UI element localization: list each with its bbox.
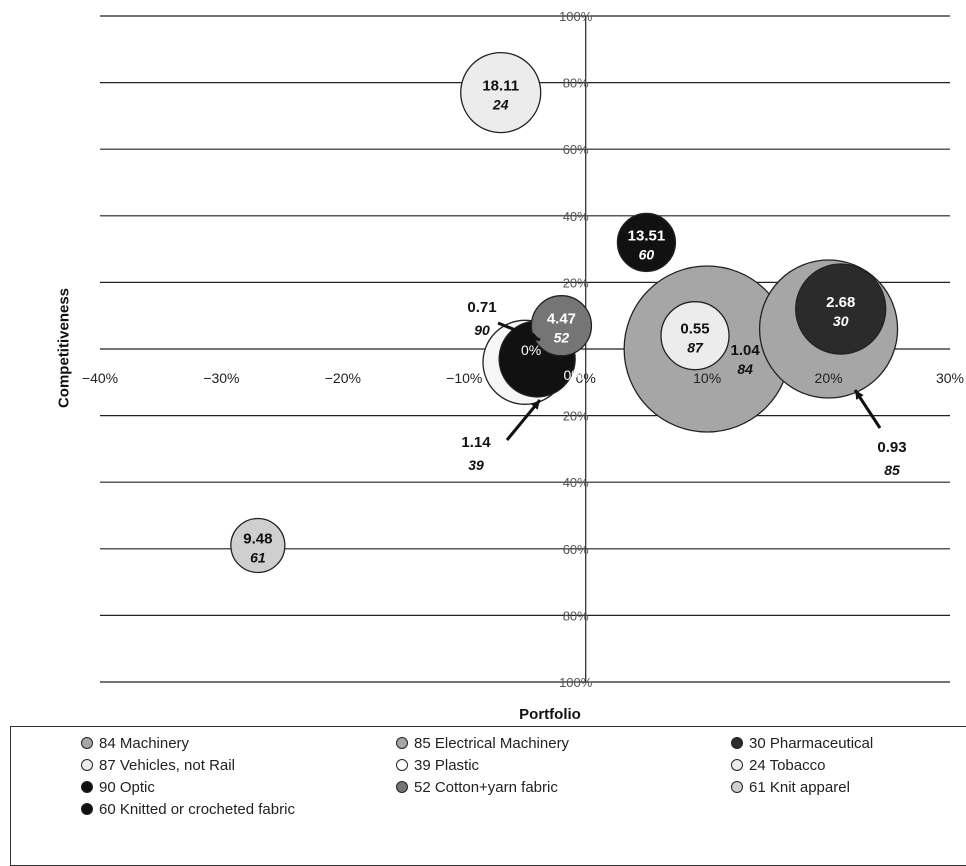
x-tick-label-2: −20% — [325, 370, 361, 386]
bubble-60 — [616, 212, 677, 273]
callout-arrow-85-head — [855, 390, 864, 400]
bubble-value-84: 1.04 — [731, 342, 761, 359]
legend-label-87: 87 Vehicles, not Rail — [99, 757, 235, 774]
legend-item-24: 24 Tobacco — [731, 757, 825, 774]
legend-label-24: 24 Tobacco — [749, 757, 826, 774]
legend-label-30: 30 Pharmaceutical — [749, 735, 874, 752]
legend-marker-61 — [731, 781, 743, 794]
y-tick-label-9: 80% — [563, 608, 589, 623]
bubble-value-87: 0.55 — [680, 321, 709, 338]
legend-marker-87 — [81, 759, 93, 772]
x-tick-label-1: −30% — [203, 370, 239, 386]
bubble-value-60: 13.51 — [628, 227, 666, 244]
x-axis-title: Portfolio — [519, 706, 581, 723]
legend-marker-85 — [396, 737, 408, 750]
legend-item-87: 87 Vehicles, not Rail — [81, 757, 235, 774]
legend-label-61: 61 Knit apparel — [749, 779, 850, 796]
legend-item-84: 84 Machinery — [81, 735, 189, 752]
callout-arrow-39-head — [530, 400, 540, 410]
bubble-code-60: 60 — [639, 246, 655, 262]
legend-label-90: 90 Optic — [99, 779, 155, 796]
legend-label-52: 52 Cotton+yarn fabric — [414, 779, 558, 796]
callout-code-39: 39 — [468, 457, 484, 473]
bubble-code-52: 52 — [554, 330, 570, 346]
y-tick-label-10: 100% — [559, 675, 593, 690]
y-tick-label-0: 100% — [559, 9, 593, 24]
callout-value-85: 0.93 — [877, 439, 906, 456]
bubble-code-30: 30 — [833, 313, 849, 329]
legend-label-84: 84 Machinery — [99, 735, 190, 752]
bubble-52 — [530, 295, 593, 357]
y-tick-label-2: 60% — [563, 142, 589, 157]
legend-marker-90 — [81, 781, 93, 794]
legend-marker-84 — [81, 737, 93, 750]
legend: 84 Machinery 85 Electrical Machinery 30 … — [10, 726, 966, 866]
callout-value-90: 0.71 — [467, 299, 496, 316]
y-tick-label-6: 20% — [563, 409, 589, 424]
legend-marker-60 — [81, 803, 93, 816]
callout-code-85: 85 — [884, 462, 900, 478]
bubble-code-24: 24 — [492, 97, 509, 113]
bubble-value-30: 2.68 — [826, 294, 855, 311]
y-tick-label-4: 20% — [563, 275, 589, 290]
legend-item-39: 39 Plastic — [396, 757, 479, 774]
legend-label-85: 85 Electrical Machinery — [414, 735, 570, 752]
legend-marker-52 — [396, 781, 408, 794]
y-tick-label-8: 60% — [563, 542, 589, 557]
legend-marker-24 — [731, 759, 743, 772]
legend-label-39: 39 Plastic — [414, 757, 480, 774]
bubble-code-84: 84 — [737, 361, 753, 377]
bubble-30 — [795, 263, 887, 355]
bubble-code-61: 61 — [250, 549, 266, 565]
x-tick-label-7: 30% — [936, 370, 964, 386]
legend-marker-30 — [731, 737, 743, 750]
bubble-inner-label-1: 0% — [563, 367, 583, 383]
legend-item-85: 85 Electrical Machinery — [396, 735, 569, 752]
x-tick-label-0: −40% — [82, 370, 118, 386]
bubble-value-24: 18.11 — [482, 78, 519, 95]
callout-value-39: 1.14 — [461, 434, 491, 451]
y-axis-title-text: Competitiveness — [55, 287, 73, 409]
legend-item-90: 90 Optic — [81, 779, 155, 796]
bubble-87 — [660, 301, 730, 371]
callout-code-90: 90 — [474, 322, 490, 338]
bubble-inner-label-0: 0% — [521, 342, 541, 358]
legend-item-61: 61 Knit apparel — [731, 779, 850, 796]
bubble-value-52: 4.47 — [547, 311, 576, 328]
bubble-61 — [230, 517, 286, 574]
y-tick-label-1: 80% — [563, 76, 589, 91]
legend-label-60: 60 Knitted or crocheted fabric — [99, 801, 295, 818]
legend-item-30: 30 Pharmaceutical — [731, 735, 873, 752]
bubble-24 — [460, 51, 542, 134]
y-tick-label-7: 40% — [563, 475, 589, 490]
x-tick-label-5: 10% — [693, 370, 721, 386]
x-tick-label-3: −10% — [446, 370, 482, 386]
callout-arrow-90-head — [530, 332, 540, 341]
legend-item-52: 52 Cotton+yarn fabric — [396, 779, 558, 796]
x-tick-label-4: 0% — [576, 370, 596, 386]
legend-item-60: 60 Knitted or crocheted fabric — [81, 801, 295, 818]
legend-marker-39 — [396, 759, 408, 772]
x-tick-label-6: 20% — [815, 370, 843, 386]
bubble-value-61: 9.48 — [243, 530, 272, 547]
y-tick-label-3: 40% — [563, 209, 589, 224]
bubble-code-87: 87 — [687, 340, 704, 356]
